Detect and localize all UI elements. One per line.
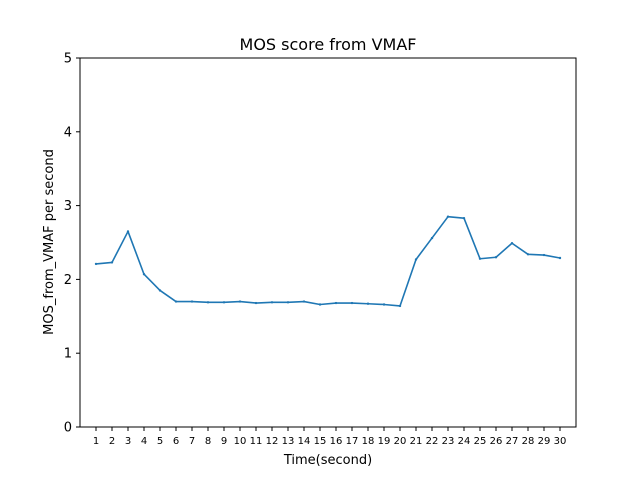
x-tick-label: 16 [330, 436, 343, 447]
x-tick-label: 2 [109, 436, 115, 447]
x-tick-label: 25 [474, 436, 487, 447]
x-tick-label: 15 [314, 436, 327, 447]
x-tick-label: 18 [362, 436, 375, 447]
plot-area [79, 57, 577, 428]
plot-frame [79, 57, 577, 428]
data-point [174, 300, 178, 303]
x-tick-label: 1 [93, 436, 99, 447]
x-tick-label: 4 [141, 436, 147, 447]
data-point [222, 301, 226, 304]
data-point [94, 262, 98, 266]
x-tick-label: 22 [426, 436, 439, 447]
x-tick-label: 28 [522, 436, 535, 447]
data-point [414, 258, 418, 261]
data-point [238, 300, 242, 303]
y-tick-label: 5 [64, 52, 72, 67]
data-point [494, 256, 498, 259]
data-point [142, 273, 146, 276]
data-point [478, 257, 482, 260]
y-tick-label: 3 [64, 199, 72, 214]
data-point [254, 301, 258, 305]
x-tick-label: 27 [506, 436, 519, 447]
data-point [366, 302, 370, 305]
x-tick-label: 17 [346, 436, 359, 447]
x-tick-label: 6 [173, 436, 179, 447]
x-tick-label: 7 [189, 436, 195, 447]
data-point [462, 216, 466, 220]
data-point [110, 261, 114, 264]
data-point [318, 303, 322, 306]
data-point [206, 301, 210, 304]
x-tick-label: 30 [554, 436, 567, 447]
x-tick-label: 19 [378, 436, 391, 447]
x-axis-label: Time(second) [283, 453, 372, 468]
data-point [270, 301, 274, 304]
series-layer [94, 215, 562, 308]
series-line [95, 215, 561, 307]
x-tick-label: 5 [157, 436, 163, 447]
chart-title: MOS score from VMAF [240, 35, 417, 54]
x-tick-label: 26 [490, 436, 503, 447]
x-axis: 1 2 3 4 5 6 7 8 9 10 11 12 13 14 15 16 17 18 19 20 21 22 23 24 2… [93, 427, 567, 447]
data-point [398, 304, 402, 308]
x-tick-label: 21 [410, 436, 423, 447]
data-point [558, 256, 562, 260]
data-point [542, 253, 546, 257]
x-tick-label: 11 [250, 436, 263, 447]
data-point [286, 301, 290, 304]
x-tick-label: 20 [394, 436, 407, 447]
data-point [158, 289, 162, 292]
data-point [382, 303, 386, 306]
data-point [350, 301, 354, 305]
y-tick-label: 2 [64, 273, 72, 288]
y-axis: 0 1 2 3 4 5 [64, 52, 80, 436]
data-point [334, 301, 338, 305]
data-point [302, 300, 306, 303]
x-tick-label: 13 [282, 436, 295, 447]
data-point [430, 236, 434, 240]
y-tick-label: 1 [64, 347, 72, 362]
x-tick-label: 3 [125, 436, 131, 447]
x-tick-label: 14 [298, 436, 311, 447]
x-tick-label: 8 [205, 436, 211, 447]
data-point [190, 300, 194, 303]
data-point [126, 230, 130, 233]
x-tick-label: 24 [458, 436, 471, 447]
y-axis-label: MOS_from_VMAF per second [42, 149, 57, 335]
x-tick-label: 29 [538, 436, 551, 447]
y-tick-label: 4 [64, 125, 72, 140]
y-tick-label: 0 [64, 421, 72, 436]
x-tick-label: 10 [234, 436, 247, 447]
x-tick-label: 9 [221, 436, 227, 447]
data-point [526, 253, 530, 256]
data-point [446, 215, 450, 218]
x-tick-label: 12 [266, 436, 279, 447]
data-point [510, 242, 514, 245]
x-tick-label: 23 [442, 436, 455, 447]
